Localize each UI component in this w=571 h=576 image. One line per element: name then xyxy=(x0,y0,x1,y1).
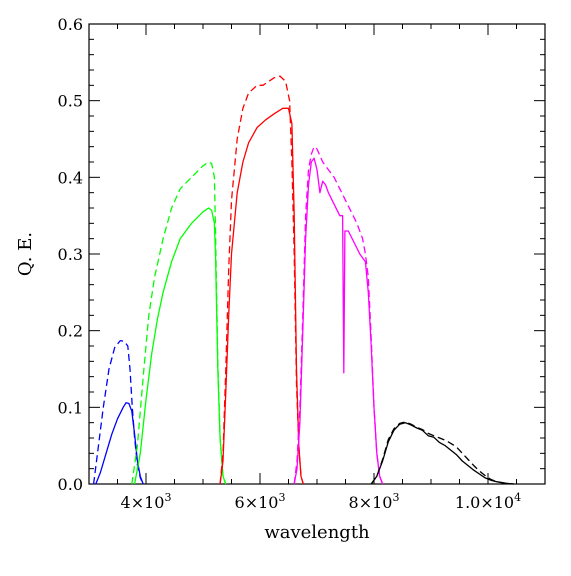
y-tick-label: 0.4 xyxy=(58,168,83,187)
dashed-series-line xyxy=(370,421,514,485)
y-tick-label: 0.0 xyxy=(58,475,83,494)
x-tick-label: 4×103 xyxy=(121,491,172,512)
x-tick-labels: 4×103 6×103 8×103 1.0×104 xyxy=(121,491,522,512)
y-tick-label: 0.1 xyxy=(58,398,83,417)
x-tick-label: 8×103 xyxy=(349,491,400,512)
x-axis-title: wavelength xyxy=(264,522,370,543)
dashed-series-line xyxy=(293,146,384,485)
dashed-series-line xyxy=(92,339,144,485)
solid-series-line xyxy=(370,422,514,485)
solid-series-line xyxy=(293,157,384,485)
y-tick-label: 0.5 xyxy=(58,92,83,111)
tick-marks xyxy=(88,23,546,485)
y-axis-title: Q. E. xyxy=(15,232,36,276)
y-tick-label: 0.2 xyxy=(58,322,83,341)
y-tick-label: 0.3 xyxy=(58,245,83,264)
solid-series-line xyxy=(95,402,144,485)
x-tick-label: 1.0×104 xyxy=(455,491,521,512)
solid-series-line xyxy=(219,107,304,485)
x-tick-label: 6×103 xyxy=(235,491,286,512)
dashed-series-line xyxy=(131,161,227,485)
data-series xyxy=(92,75,514,485)
dashed-series-line xyxy=(219,75,304,485)
solid-series-line xyxy=(133,207,227,485)
y-tick-label: 0.6 xyxy=(58,15,83,34)
y-tick-labels: 0.0 0.1 0.2 0.3 0.4 0.5 0.6 xyxy=(58,15,83,494)
plot-frame xyxy=(88,23,546,485)
